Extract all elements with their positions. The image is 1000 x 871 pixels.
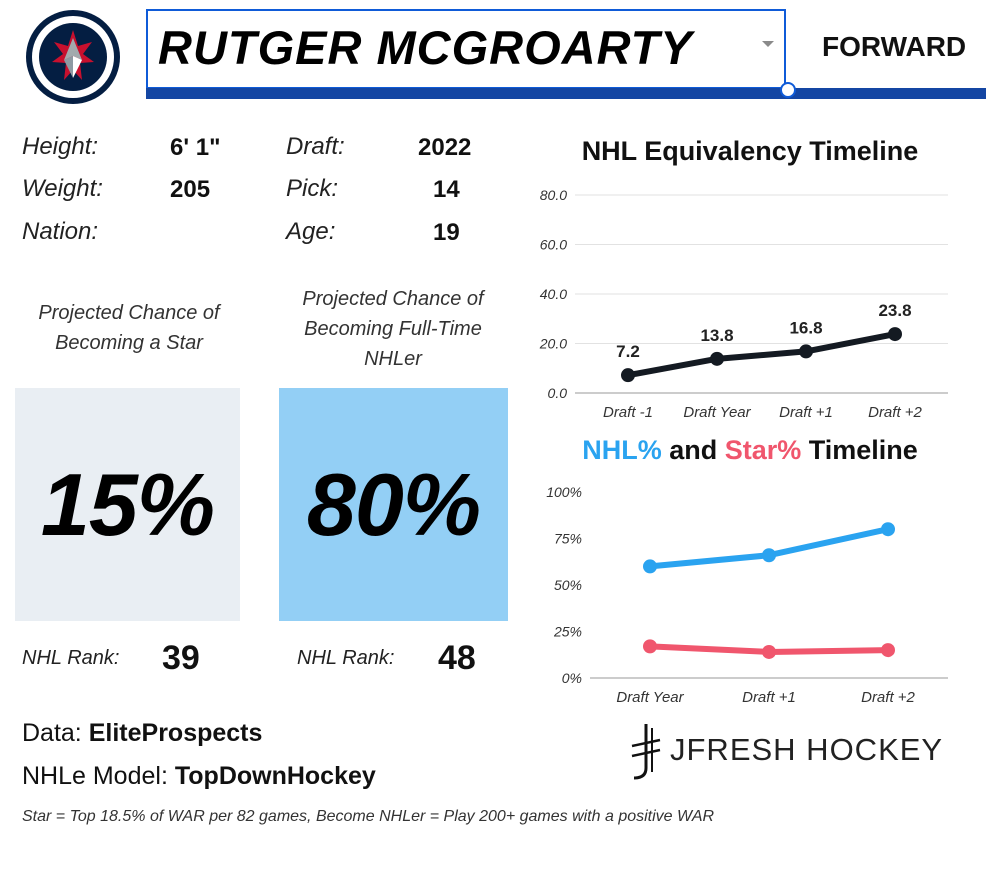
chart2-series-0-point	[881, 522, 895, 537]
brand-text: JFRESH HOCKEY	[670, 732, 944, 767]
chart2-series-1-point	[643, 639, 657, 654]
chart1-ytick: 20.0	[539, 336, 567, 352]
pick-value: 14	[433, 176, 460, 203]
chart2-ytick: 25%	[553, 624, 582, 640]
draft-value: 2022	[418, 134, 472, 161]
age-value: 19	[433, 219, 460, 246]
chart1-series-0-point	[710, 351, 724, 366]
chart2-series-1-point	[762, 644, 776, 659]
chart1-xtick: Draft Year	[683, 404, 751, 421]
chart1-xtick: Draft -1	[603, 404, 653, 421]
height-label: Height:	[22, 133, 99, 160]
chart1-ytick: 40.0	[540, 286, 567, 302]
weight-value: 205	[170, 176, 211, 203]
nhl-rank-label: NHL Rank:	[297, 647, 395, 669]
data-source-label: Data:	[22, 719, 82, 747]
chart2-title-part-3: Timeline	[801, 435, 918, 465]
data-source-value: EliteProspects	[88, 719, 263, 747]
model-source-value: TopDownHockey	[174, 762, 376, 790]
nhl-card-title-line3: NHLer	[364, 348, 422, 370]
star-rank-value: 39	[162, 639, 200, 677]
chart2-title-part-1: and	[661, 435, 725, 465]
player-name: RUTGER MCGROARTY	[158, 21, 693, 74]
nhl-card-title-line1: Projected Chance of	[302, 288, 484, 310]
chart1-data-label: 16.8	[789, 318, 822, 337]
nhl-probability-card: 80%	[279, 388, 508, 621]
star-card-title-line1: Projected Chance of	[38, 302, 220, 324]
chart2-series-1-point	[881, 643, 895, 658]
chart2-series-0-point	[643, 559, 657, 574]
chart1-ytick: 60.0	[540, 237, 567, 253]
chart1-series-0-point	[621, 368, 635, 383]
nhl-star-timeline-chart: 0% 25% 50% 75% 100% Draft Year Draft +1 Draft +…	[546, 484, 948, 706]
player-position: FORWARD	[822, 31, 967, 62]
chart2-title-part-2: Star%	[724, 435, 802, 465]
chart2-ytick: 100%	[546, 484, 582, 500]
player-select[interactable]: RUTGER MCGROARTY	[146, 9, 786, 89]
chart1-title: NHL Equivalency Timeline	[581, 136, 919, 166]
chart2-series-0-point	[762, 548, 776, 563]
height-value: 6' 1"	[170, 134, 221, 161]
nhl-card-title-line2: Becoming Full-Time	[304, 318, 482, 340]
chart1-ytick: 80.0	[540, 187, 567, 203]
nation-label: Nation:	[22, 218, 99, 245]
star-rank-label: NHL Rank:	[22, 647, 120, 669]
chart2-ytick: 0%	[562, 670, 582, 686]
nhle-timeline-chart: 0.0 20.0 40.0 60.0 80.0 Draft -1 Draft Year Dra…	[539, 187, 948, 421]
chart2-title: NHL% and Star% Timeline	[540, 435, 960, 466]
jfresh-logo-icon	[631, 724, 661, 780]
chart1-xtick: Draft +2	[868, 404, 922, 421]
chart2-xtick: Draft Year	[616, 689, 684, 706]
data-source: Data: EliteProspects	[22, 719, 262, 748]
nhl-card-title: Projected Chance of Becoming Full-Time N…	[278, 284, 508, 374]
chart1-series-0-point	[799, 344, 813, 359]
header-bar	[146, 88, 986, 99]
chart2-title-part-0: NHL%	[582, 435, 662, 465]
chart1-data-label: 7.2	[616, 342, 640, 361]
chart1-ytick: 0.0	[548, 385, 568, 401]
star-probability-value: 15%	[40, 454, 215, 554]
chart1-series-0-point	[888, 327, 902, 342]
star-probability-card: 15%	[15, 388, 240, 621]
draft-label: Draft:	[286, 133, 345, 160]
nhl-rank-value: 48	[438, 639, 476, 677]
resize-handle[interactable]	[780, 82, 796, 98]
chart1-data-label: 13.8	[700, 326, 733, 345]
nhl-probability-value: 80%	[306, 454, 481, 554]
chart2-xtick: Draft +2	[861, 689, 915, 706]
jets-logo-icon	[22, 8, 124, 106]
model-source-label: NHLe Model:	[22, 762, 168, 790]
age-label: Age:	[286, 218, 336, 245]
pick-label: Pick:	[286, 175, 339, 202]
chart2-xtick: Draft +1	[742, 689, 796, 706]
star-card-title: Projected Chance of Becoming a Star	[14, 298, 244, 358]
chart1-series-0-line	[625, 331, 898, 379]
chevron-down-icon[interactable]	[762, 41, 774, 47]
brand: JFRESH HOCKEY	[626, 722, 946, 782]
chart2-ytick: 75%	[554, 531, 582, 547]
star-card-title-line2: Becoming a Star	[55, 332, 203, 354]
chart1-data-label: 23.8	[878, 301, 911, 320]
chart1-xtick: Draft +1	[779, 404, 833, 421]
footnote: Star = Top 18.5% of WAR per 82 games, Be…	[22, 808, 715, 825]
model-source: NHLe Model: TopDownHockey	[22, 762, 376, 791]
chart2-ytick: 50%	[554, 577, 582, 593]
weight-label: Weight:	[22, 175, 103, 202]
